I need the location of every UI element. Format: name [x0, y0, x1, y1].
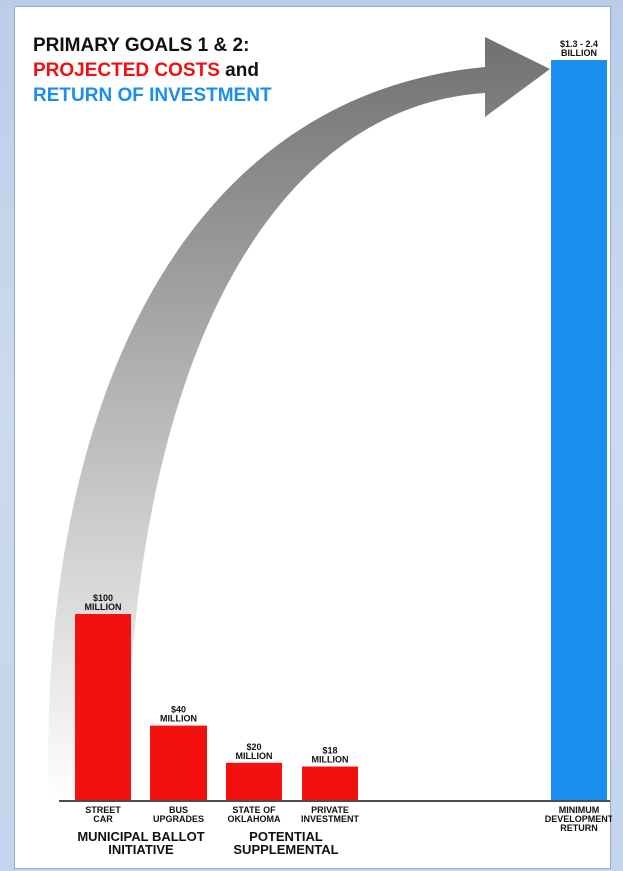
- bar-category-label-1: STREET CAR: [85, 805, 121, 824]
- chart-canvas: PRIMARY GOALS 1 & 2: PROJECTED COSTS and…: [33, 35, 612, 857]
- bar-value-label-2: $40 MILLION: [160, 705, 197, 724]
- bar-category-label-5: MINIMUM DEVELOPMENT RETURN: [545, 805, 612, 833]
- labels-layer: $100 MILLION STREET CAR $40 MILLION BUS UPGRADE…: [77, 39, 612, 857]
- bar-4: [302, 766, 358, 800]
- group-label-2: POTENTIAL SUPPLEMENTAL: [233, 829, 338, 857]
- bar-value-label-5: $1.3 - 2.4 BILLION: [560, 39, 598, 58]
- bar-1: [75, 614, 131, 800]
- chart-title-line3: RETURN OF INVESTMENT: [33, 85, 272, 106]
- chart-panel: PRIMARY GOALS 1 & 2: PROJECTED COSTS and…: [14, 6, 612, 869]
- chart-title-line1: PRIMARY GOALS 1 & 2:: [33, 35, 249, 56]
- bar-3: [226, 762, 282, 800]
- bar-value-label-3: $20 MILLION: [236, 742, 273, 761]
- bars-layer: [75, 60, 607, 800]
- bar-5: [551, 60, 607, 800]
- bar-value-label-4: $18 MILLION: [312, 746, 349, 765]
- bar-category-label-4: PRIVATE INVESTMENT: [301, 805, 360, 824]
- bar-category-label-3: STATE OF OKLAHOMA: [228, 805, 281, 824]
- group-label-1: MUNICIPAL BALLOT INITIATIVE: [77, 829, 204, 857]
- bar-category-label-2: BUS UPGRADES: [153, 805, 204, 824]
- bar-2: [150, 725, 207, 800]
- chart-title-line2: PROJECTED COSTS and: [33, 60, 259, 81]
- bar-value-label-1: $100 MILLION: [85, 593, 122, 612]
